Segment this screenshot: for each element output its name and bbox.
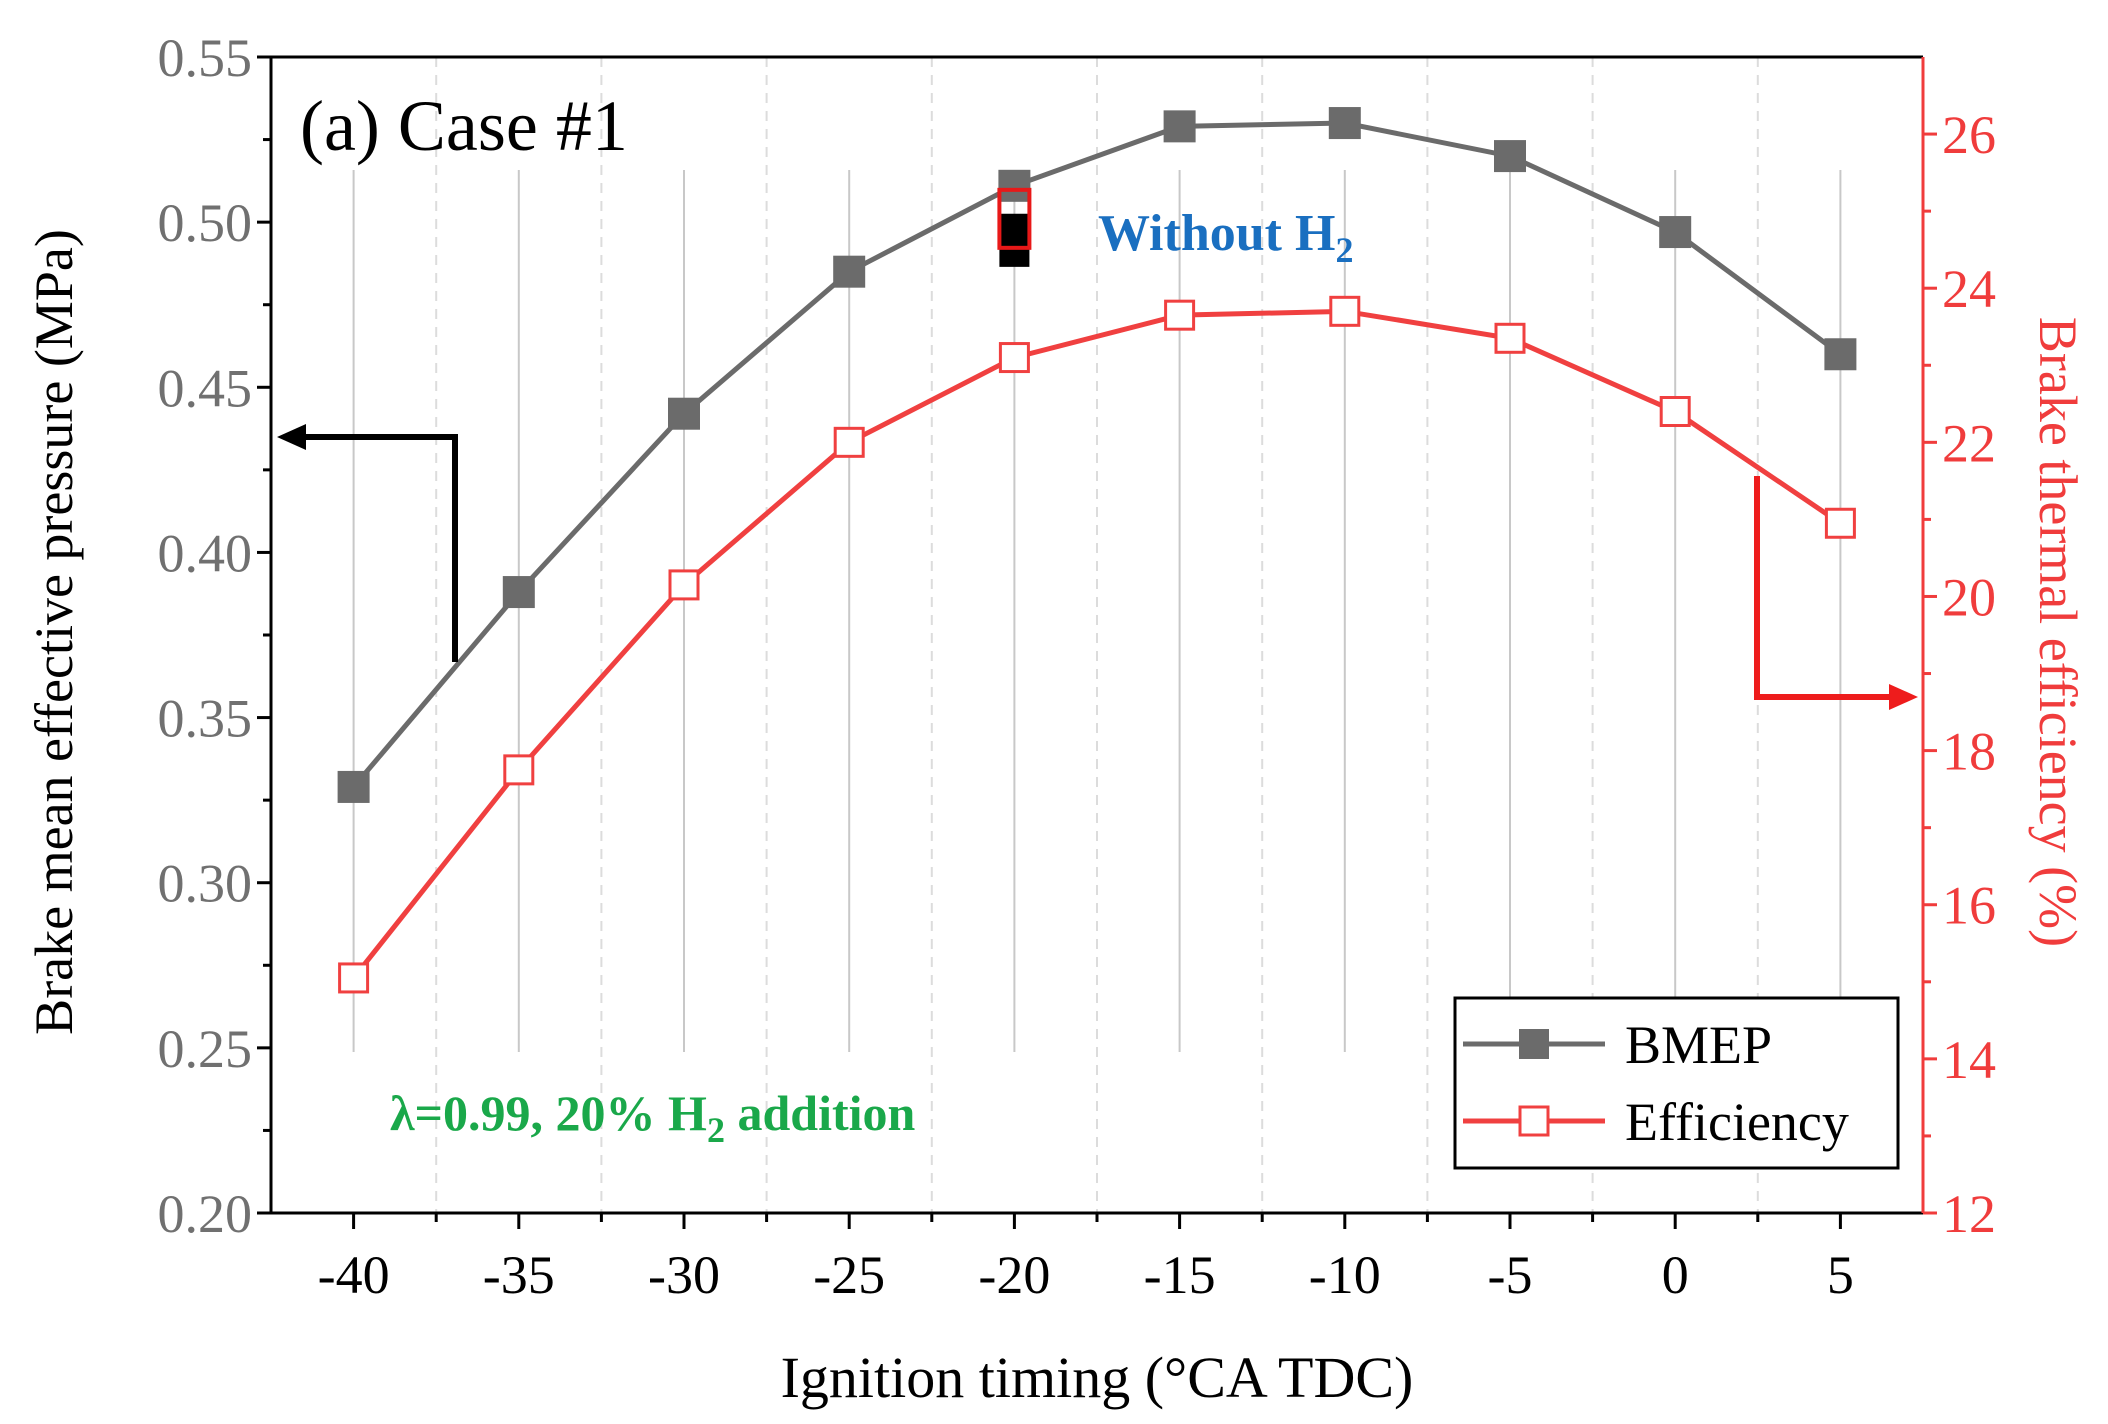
y-left-tick-label: 0.45	[158, 358, 253, 418]
y-right-tick-label: 20	[1942, 567, 1996, 627]
efficiency-point	[668, 569, 700, 601]
x-tick-label: 5	[1827, 1245, 1854, 1305]
efficiency-point	[998, 342, 1030, 374]
right-axis-arrow-line	[1754, 476, 1895, 700]
legend-box	[1453, 996, 1900, 1170]
efficiency-point	[1494, 322, 1526, 354]
bmep-point	[668, 397, 700, 430]
bmep-point	[833, 255, 866, 288]
without-h2-subscript: 2	[1335, 230, 1353, 270]
efficiency-point	[338, 962, 370, 994]
y-right-tick-label: 24	[1942, 259, 1996, 319]
condition-prefix: λ=0.99, 20% H	[390, 1085, 707, 1141]
x-tick-label: -10	[1309, 1245, 1381, 1305]
y-left-tick-label: 0.30	[158, 854, 253, 914]
x-axis-title: Ignition timing (°CA TDC)	[781, 1345, 1414, 1410]
x-tick-label: -5	[1488, 1245, 1533, 1305]
y-left-tick-label: 0.25	[158, 1019, 253, 1079]
x-tick-label: -30	[648, 1245, 720, 1305]
y-left-tick-label: 0.40	[158, 523, 253, 583]
reference-efficiency-point	[997, 187, 1032, 250]
x-tick-label: -40	[318, 1245, 390, 1305]
bmep-series-line	[351, 120, 1842, 789]
left-axis-arrow	[277, 424, 458, 662]
y-right-tick-label: 22	[1942, 413, 1996, 473]
bmep-point	[502, 576, 535, 609]
x-tick-label: -15	[1144, 1245, 1216, 1305]
y-axis-left-title: Brake mean effective pressure (MPa)	[24, 229, 84, 1035]
x-tick-label: -35	[483, 1245, 555, 1305]
y-right-tick-label: 26	[1942, 105, 1996, 165]
x-tick-label: -20	[978, 1245, 1050, 1305]
y-left-tick-label: 0.55	[158, 28, 253, 88]
y-left-tick-label: 0.20	[158, 1184, 253, 1244]
y-left-tick-label: 0.50	[158, 193, 253, 253]
panel-label: (a) Case #1	[300, 86, 628, 166]
reference-bmep-point	[999, 213, 1030, 244]
plot-layer	[337, 107, 1857, 994]
bmep-point	[1659, 216, 1692, 249]
efficiency-point	[1329, 295, 1361, 327]
condition-suffix: addition	[725, 1085, 916, 1141]
axis-layer: -40 -35 -30 -25 -20 -15 -10 -5 0 5 0.20 0.25 0.30 0.3…	[158, 28, 1997, 1305]
y-right-tick-label: 18	[1942, 722, 1996, 782]
condition-label: λ=0.99, 20% H2 addition	[390, 1085, 916, 1150]
without-h2-label: Without H2	[1098, 205, 1353, 270]
without-h2-text: Without H	[1098, 205, 1335, 262]
y-right-tick-label: 12	[1942, 1184, 1996, 1244]
bmep-point	[1328, 107, 1361, 140]
bmep-point	[1494, 140, 1526, 173]
right-axis-arrowhead	[1889, 684, 1918, 710]
condition-subscript: 2	[707, 1110, 725, 1150]
bmep-point	[998, 169, 1031, 202]
y-right-tick-label: 14	[1942, 1030, 1996, 1090]
legend-bmep-label: BMEP	[1625, 1015, 1772, 1075]
legend: BMEP Efficiency	[1453, 996, 1900, 1170]
efficiency-point	[1164, 299, 1196, 331]
efficiency-point	[1659, 396, 1691, 428]
legend-bmep-marker	[1519, 1029, 1549, 1059]
legend-efficiency-marker	[1518, 1105, 1550, 1137]
x-tick-label: -25	[813, 1245, 885, 1305]
left-axis-arrow-line	[300, 434, 458, 662]
efficiency-point	[833, 426, 865, 458]
efficiency-series-line	[351, 308, 1842, 980]
left-axis-arrowhead	[277, 424, 306, 450]
y-right-tick-label: 16	[1942, 876, 1996, 936]
y-left-tick-label: 0.35	[158, 689, 253, 749]
y-axis-right-title: Brake thermal efficiency (%)	[2028, 317, 2088, 947]
right-axis-arrow	[1754, 476, 1918, 710]
x-tick-label: 0	[1662, 1245, 1689, 1305]
bmep-point	[1824, 338, 1857, 371]
legend-efficiency-label: Efficiency	[1625, 1092, 1849, 1152]
bmep-point	[1163, 110, 1196, 143]
efficiency-point	[503, 754, 535, 786]
bmep-point	[337, 770, 370, 803]
efficiency-point	[1824, 507, 1856, 539]
